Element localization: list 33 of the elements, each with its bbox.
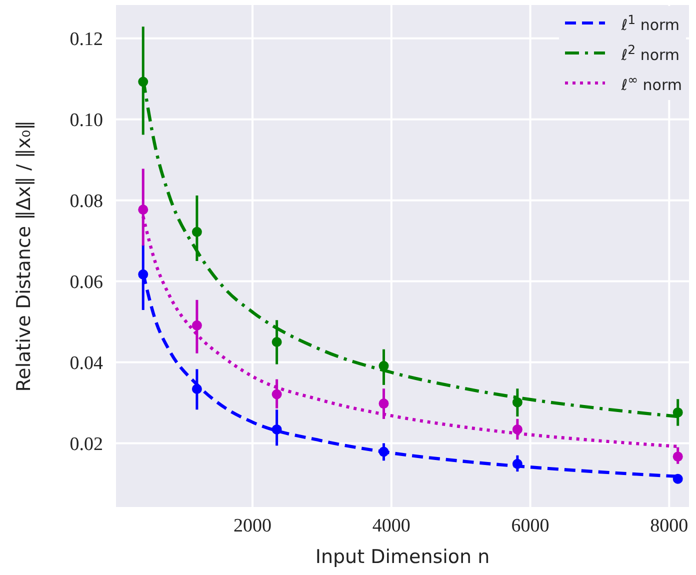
point <box>672 452 683 462</box>
y-tick-label: 0.12 <box>70 29 103 50</box>
point <box>512 458 522 469</box>
x-tick-label: 4000 <box>372 515 410 536</box>
y-tick-label: 0.04 <box>70 353 104 374</box>
point <box>192 226 202 237</box>
point <box>272 337 282 348</box>
point <box>512 397 522 408</box>
y-tick-label: 0.08 <box>70 191 103 212</box>
legend-label: ℓ$^{∞}$ norm <box>621 72 682 94</box>
y-axis-title: Relative Distance ‖Δx‖ / ‖x₀‖ <box>13 120 35 392</box>
point <box>512 424 522 434</box>
y-tick-label: 0.02 <box>70 434 103 455</box>
point <box>378 360 389 371</box>
point <box>192 384 202 394</box>
point <box>378 446 389 457</box>
point <box>272 424 282 434</box>
point <box>378 398 389 409</box>
point <box>138 204 148 215</box>
y-tick-label: 0.06 <box>70 272 103 294</box>
y-tick-label: 0.10 <box>70 110 103 132</box>
x-axis-title: Input Dimension n <box>315 546 490 568</box>
legend-label: ℓ$^{1}$ norm <box>621 12 680 34</box>
x-tick-label: 8000 <box>650 515 688 536</box>
point <box>272 389 282 400</box>
x-tick-label: 6000 <box>511 515 550 536</box>
legend-label: ℓ$^{2}$ norm <box>621 42 680 64</box>
x-tick-label: 2000 <box>234 515 272 536</box>
point <box>138 76 148 87</box>
point <box>672 407 683 418</box>
point <box>672 474 683 484</box>
point <box>192 320 202 330</box>
point <box>138 269 148 280</box>
